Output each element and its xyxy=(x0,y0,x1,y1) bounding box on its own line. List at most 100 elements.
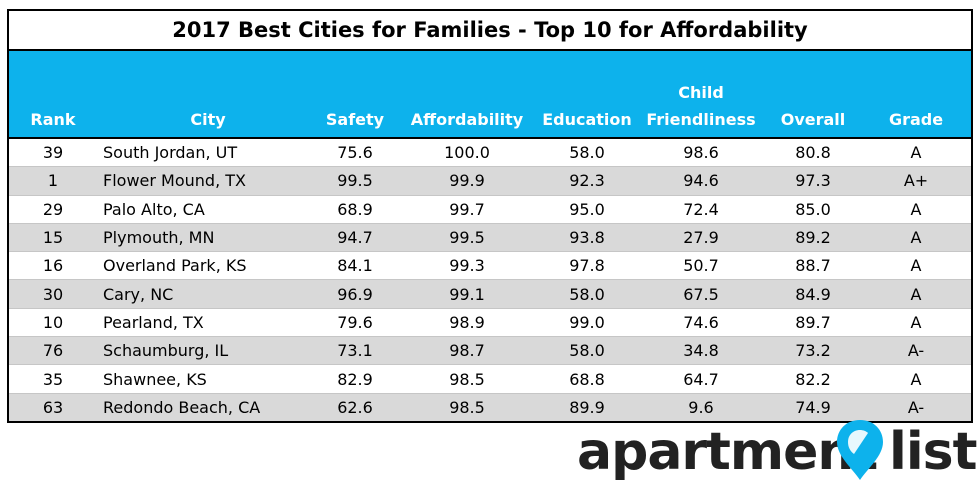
header-city: City xyxy=(97,51,313,138)
cell-overall: 89.2 xyxy=(765,222,861,252)
cell-education: 99.0 xyxy=(537,307,637,337)
cell-city: Redondo Beach, CA xyxy=(97,392,313,421)
cell-affordability: 100.0 xyxy=(397,137,537,167)
cell-safety: 82.9 xyxy=(313,364,397,394)
header-row: Rank City Safety Affordability Education… xyxy=(9,51,971,138)
cell-grade: A xyxy=(861,251,971,280)
cell-affordability: 98.5 xyxy=(397,392,537,421)
cell-rank: 39 xyxy=(9,137,97,167)
header-grade: Grade xyxy=(861,51,971,138)
cell-child-friendliness: 9.6 xyxy=(637,392,765,421)
cell-overall: 97.3 xyxy=(765,166,861,196)
cell-child-friendliness: 67.5 xyxy=(637,279,765,309)
cell-child-friendliness: 50.7 xyxy=(637,251,765,280)
cell-rank: 29 xyxy=(9,194,97,224)
cell-rank: 63 xyxy=(9,392,97,421)
cell-overall: 85.0 xyxy=(765,194,861,224)
table-title: 2017 Best Cities for Families - Top 10 f… xyxy=(9,11,971,51)
cell-grade: A- xyxy=(861,392,971,421)
cell-safety: 75.6 xyxy=(313,137,397,167)
cell-overall: 82.2 xyxy=(765,364,861,394)
cell-affordability: 99.3 xyxy=(397,251,537,280)
header-child-friendliness: Child Friendliness xyxy=(637,51,765,138)
header-education: Education xyxy=(537,51,637,138)
cell-grade: A xyxy=(861,364,971,394)
cell-education: 92.3 xyxy=(537,166,637,196)
cell-affordability: 98.9 xyxy=(397,307,537,337)
cell-overall: 88.7 xyxy=(765,251,861,280)
table-row: 16 Overland Park, KS 84.1 99.3 97.8 50.7 88.7 A xyxy=(9,251,971,280)
cell-safety: 99.5 xyxy=(313,166,397,196)
header-affordability: Affordability xyxy=(397,51,537,138)
table-row: 39 South Jordan, UT 75.6 100.0 58.0 98.6 80.8 A xyxy=(9,137,971,167)
cell-affordability: 99.9 xyxy=(397,166,537,196)
logo-text-apartment: apartment xyxy=(577,422,878,482)
cell-child-friendliness: 34.8 xyxy=(637,336,765,365)
table-row: 15 Plymouth, MN 94.7 99.5 93.8 27.9 89.2 A xyxy=(9,222,971,252)
apartment-list-logo: apartment list xyxy=(577,416,977,496)
cell-city: Plymouth, MN xyxy=(97,222,313,252)
cell-rank: 16 xyxy=(9,251,97,280)
cell-grade: A xyxy=(861,279,971,309)
cell-grade: A+ xyxy=(861,166,971,196)
cell-education: 58.0 xyxy=(537,137,637,167)
table-row: 29 Palo Alto, CA 68.9 99.7 95.0 72.4 85.0 A xyxy=(9,194,971,224)
cell-city: Flower Mound, TX xyxy=(97,166,313,196)
cell-overall: 74.9 xyxy=(765,392,861,421)
cell-child-friendliness: 72.4 xyxy=(637,194,765,224)
table-row: 1 Flower Mound, TX 99.5 99.9 92.3 94.6 97.3 A+ xyxy=(9,166,971,196)
cell-child-friendliness: 64.7 xyxy=(637,364,765,394)
rankings-table-container: 2017 Best Cities for Families - Top 10 f… xyxy=(7,9,973,423)
cell-child-friendliness: 27.9 xyxy=(637,222,765,252)
cell-safety: 68.9 xyxy=(313,194,397,224)
cell-education: 58.0 xyxy=(537,336,637,365)
cell-city: Schaumburg, IL xyxy=(97,336,313,365)
table-row: 76 Schaumburg, IL 73.1 98.7 58.0 34.8 73.2 A- xyxy=(9,336,971,365)
cell-education: 97.8 xyxy=(537,251,637,280)
cell-education: 89.9 xyxy=(537,392,637,421)
cell-affordability: 98.7 xyxy=(397,336,537,365)
header-child-line2: Friendliness xyxy=(646,110,756,129)
cell-education: 95.0 xyxy=(537,194,637,224)
table-row: 30 Cary, NC 96.9 99.1 58.0 67.5 84.9 A xyxy=(9,279,971,309)
table-row: 10 Pearland, TX 79.6 98.9 99.0 74.6 89.7 A xyxy=(9,307,971,337)
table-row: 63 Redondo Beach, CA 62.6 98.5 89.9 9.6 74.9 A- xyxy=(9,392,971,421)
cell-education: 58.0 xyxy=(537,279,637,309)
cell-overall: 73.2 xyxy=(765,336,861,365)
header-overall: Overall xyxy=(765,51,861,138)
cell-child-friendliness: 98.6 xyxy=(637,137,765,167)
cell-grade: A- xyxy=(861,336,971,365)
cell-overall: 89.7 xyxy=(765,307,861,337)
cell-city: South Jordan, UT xyxy=(97,137,313,167)
header-child-line1: Child xyxy=(678,83,724,102)
cell-overall: 84.9 xyxy=(765,279,861,309)
cell-rank: 35 xyxy=(9,364,97,394)
cell-safety: 96.9 xyxy=(313,279,397,309)
location-pin-icon xyxy=(837,420,883,480)
cell-overall: 80.8 xyxy=(765,137,861,167)
table-body: 39 South Jordan, UT 75.6 100.0 58.0 98.6 80.8 A… xyxy=(9,137,971,421)
cell-affordability: 99.5 xyxy=(397,222,537,252)
rankings-table: Rank City Safety Affordability Education… xyxy=(9,51,971,421)
cell-child-friendliness: 74.6 xyxy=(637,307,765,337)
table-row: 35 Shawnee, KS 82.9 98.5 68.8 64.7 82.2 A xyxy=(9,364,971,394)
cell-rank: 15 xyxy=(9,222,97,252)
cell-grade: A xyxy=(861,222,971,252)
cell-safety: 79.6 xyxy=(313,307,397,337)
cell-child-friendliness: 94.6 xyxy=(637,166,765,196)
cell-grade: A xyxy=(861,307,971,337)
cell-safety: 73.1 xyxy=(313,336,397,365)
cell-grade: A xyxy=(861,194,971,224)
cell-city: Shawnee, KS xyxy=(97,364,313,394)
cell-safety: 94.7 xyxy=(313,222,397,252)
cell-city: Pearland, TX xyxy=(97,307,313,337)
cell-safety: 62.6 xyxy=(313,392,397,421)
cell-rank: 1 xyxy=(9,166,97,196)
cell-affordability: 98.5 xyxy=(397,364,537,394)
cell-rank: 30 xyxy=(9,279,97,309)
cell-grade: A xyxy=(861,137,971,167)
cell-city: Overland Park, KS xyxy=(97,251,313,280)
header-rank: Rank xyxy=(9,51,97,138)
logo-text-list: list xyxy=(889,422,977,482)
cell-affordability: 99.7 xyxy=(397,194,537,224)
